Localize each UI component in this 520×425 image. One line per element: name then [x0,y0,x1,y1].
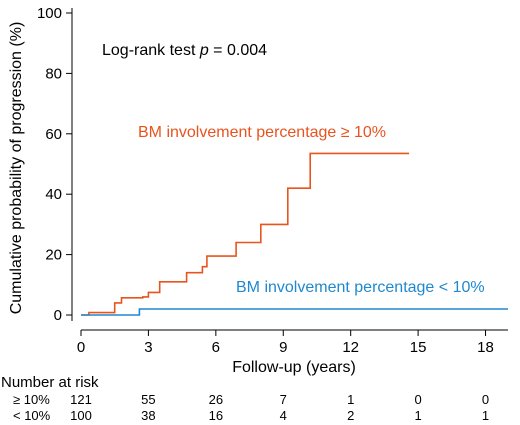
risk-value-low: 38 [141,408,155,423]
series-label-high: BM involvement percentage ≥ 10% [138,124,386,141]
risk-value-high: 121 [70,392,92,407]
y-tick-label: 0 [54,307,62,324]
y-tick-label: 60 [45,126,62,143]
y-tick-label: 100 [37,5,62,22]
x-ticks: 0 3 6 9 12 15 18 [77,330,494,356]
risk-row-label-low: < 10% [13,408,51,423]
risk-table: Number at risk ≥ 10% < 10% 121 55 26 7 1 0 010… [1,374,489,423]
y-axis-title: Cumulative probability of progression (%… [8,22,25,315]
y-tick-label: 80 [45,65,62,82]
series-layer [81,152,508,316]
logrank-prefix: Log-rank test [102,42,200,59]
risk-value-low: 1 [414,408,421,423]
y-tick-label: 20 [45,247,62,264]
risk-value-high: 26 [209,392,223,407]
risk-value-low: 1 [482,408,489,423]
risk-value-low: 2 [347,408,354,423]
x-tick-label: 12 [342,339,359,356]
risk-value-high: 55 [141,392,155,407]
x-tick-label: 6 [212,339,220,356]
risk-value-high: 7 [280,392,287,407]
logrank-annotation: Log-rank test p = 0.004 [102,42,267,59]
x-axis-title: Follow-up (years) [232,359,356,376]
risk-value-low: 100 [70,408,92,423]
y-ticks: 0 20 40 60 80 100 [37,5,72,324]
series-line-low [81,308,508,316]
plot-area: 0 20 40 60 80 100 0 3 6 9 12 15 18 [37,5,508,356]
risk-value-high: 0 [414,392,421,407]
risk-table-title: Number at risk [1,374,99,391]
series-line-high [81,152,410,316]
x-tick-label: 18 [477,339,494,356]
risk-value-low: 16 [209,408,223,423]
risk-row-label-high: ≥ 10% [13,392,50,407]
x-tick-label: 0 [77,339,85,356]
x-tick-label: 9 [279,339,287,356]
logrank-p: p [199,42,209,59]
x-tick-label: 15 [410,339,427,356]
risk-value-high: 0 [482,392,489,407]
series-label-low: BM involvement percentage < 10% [236,279,485,296]
x-tick-label: 3 [144,339,152,356]
risk-value-low: 4 [280,408,287,423]
risk-value-high: 1 [347,392,354,407]
logrank-suffix: = 0.004 [209,42,267,59]
y-tick-label: 40 [45,186,62,203]
